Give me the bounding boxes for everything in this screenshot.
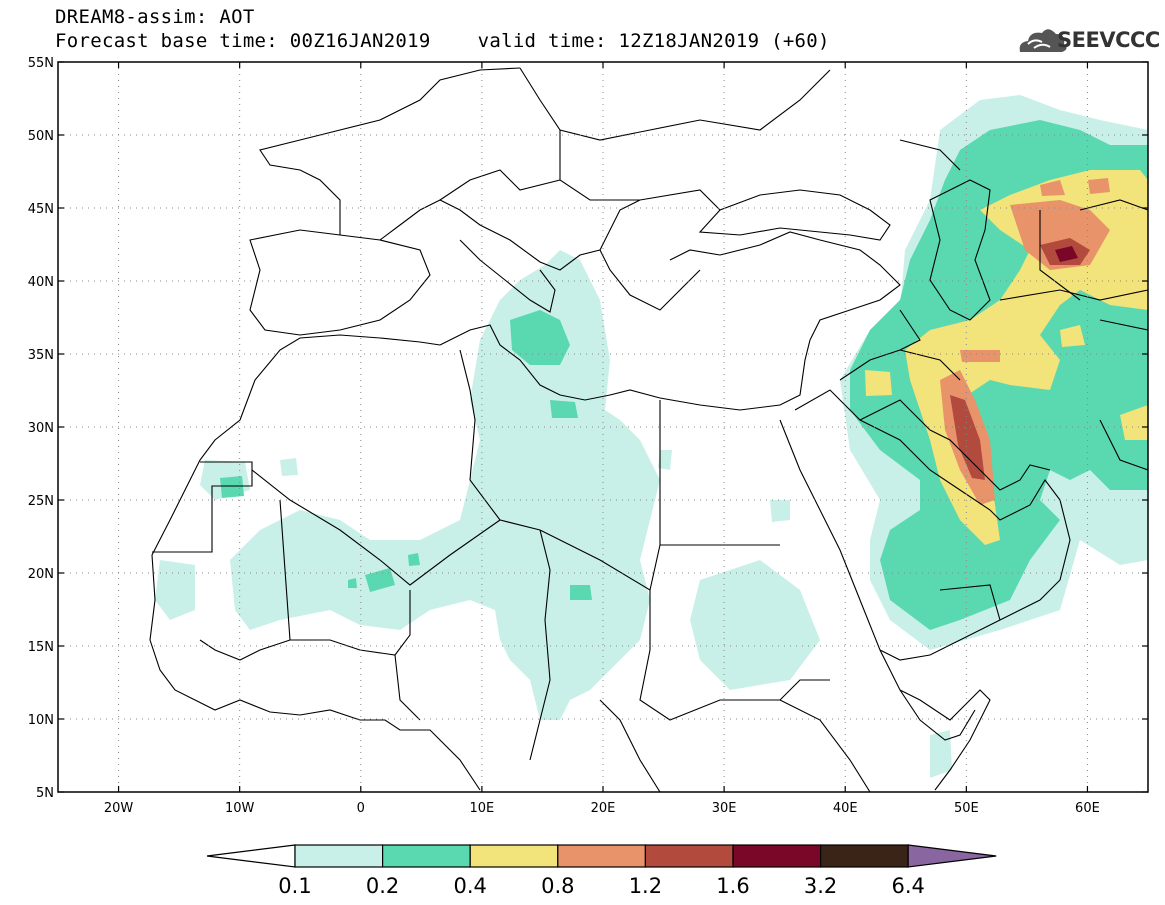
colorbar-level-label: 0.4	[453, 874, 486, 898]
lon-tick-label: 10W	[225, 801, 255, 816]
colorbar-level-label: 1.2	[629, 874, 662, 898]
tick-marks	[58, 61, 1148, 793]
lat-tick-label: 15N	[28, 640, 54, 655]
lat-axis-labels: 55N 50N 45N 40N 35N 30N 25N 20N 15N 10N 5N	[28, 56, 54, 801]
colorbar-labels: 0.1 0.2 0.4 0.8 1.2 1.6 3.2 6.4	[278, 874, 925, 898]
colorbar-level-label: 0.2	[366, 874, 399, 898]
lat-tick-label: 10N	[28, 713, 54, 728]
lon-tick-label: 60E	[1075, 801, 1100, 816]
map-title: DREAM8-assim: AOT	[55, 6, 255, 28]
colorbar-segment	[732, 844, 822, 868]
lat-tick-label: 20N	[28, 567, 54, 582]
colorbar-segment	[294, 844, 384, 868]
aot-shading	[155, 95, 1148, 778]
lat-tick-label: 35N	[28, 348, 54, 363]
lon-tick-label: 30E	[712, 801, 737, 816]
colorbar-over-arrow	[907, 844, 997, 868]
lon-tick-label: 20W	[104, 801, 134, 816]
lon-tick-label: 0	[357, 801, 365, 816]
logo-text: SEEVCCC	[1057, 28, 1160, 52]
colorbar	[206, 844, 997, 868]
lon-tick-label: 40E	[833, 801, 858, 816]
colorbar-segment	[382, 844, 471, 868]
lon-tick-label: 10E	[470, 801, 495, 816]
colorbar-under-arrow	[206, 844, 296, 868]
lat-tick-label: 25N	[28, 494, 54, 509]
colorbar-level-label: 3.2	[804, 874, 837, 898]
colorbar-segment	[819, 844, 909, 868]
lat-tick-label: 45N	[28, 202, 54, 217]
country-borders	[149, 67, 1148, 792]
colorbar-segment	[557, 844, 646, 868]
lat-tick-label: 30N	[28, 421, 54, 436]
colorbar-level-label: 0.1	[278, 874, 311, 898]
colorbar-level-label: 0.8	[541, 874, 574, 898]
colorbar-segment	[644, 844, 734, 868]
colorbar-level-label: 6.4	[891, 874, 924, 898]
colorbar-segment	[469, 844, 559, 868]
lon-tick-label: 20E	[591, 801, 616, 816]
colorbar-level-label: 1.6	[716, 874, 749, 898]
aot-level-1-6	[1055, 246, 1078, 262]
forecast-time-subtitle: Forecast base time: 00Z16JAN2019 valid t…	[55, 30, 830, 52]
lon-axis-labels: 20W 10W 0 10E 20E 30E 40E 50E 60E	[104, 801, 1100, 816]
lat-tick-label: 5N	[36, 786, 54, 801]
lat-tick-label: 50N	[28, 129, 54, 144]
lat-tick-label: 55N	[28, 56, 54, 71]
lon-tick-label: 50E	[954, 801, 979, 816]
lat-tick-label: 40N	[28, 275, 54, 290]
cloud-logo-icon	[1019, 29, 1067, 52]
